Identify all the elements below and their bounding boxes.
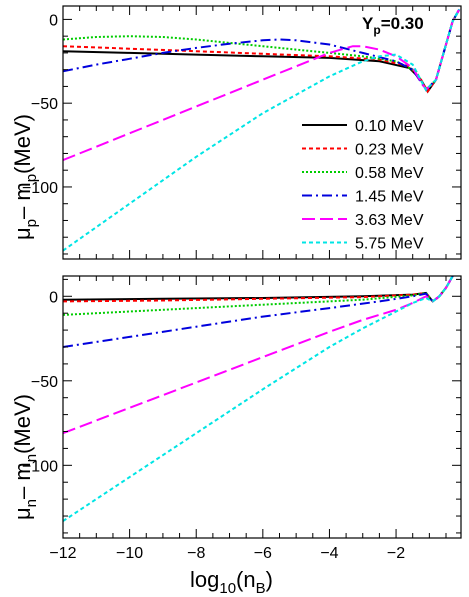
x-tick-label: −10 [116, 545, 143, 562]
top-panel-series [63, 8, 461, 252]
y-tick-label: −100 [22, 180, 58, 197]
composition-annotation: Yp=0.30 [362, 14, 424, 37]
top-panel-ticks: 0 −50 −100 [22, 6, 461, 259]
bottom-panel-series [63, 276, 454, 522]
legend-label: 0.10 MeV [355, 118, 424, 135]
y-tick-label: −50 [31, 96, 58, 113]
legend-label: 3.63 MeV [355, 212, 424, 229]
x-tick-label: −6 [254, 545, 272, 562]
y-tick-label: −100 [22, 458, 58, 475]
x-tick-label: −2 [387, 545, 405, 562]
x-axis-label: log10(nB) [190, 567, 273, 597]
top-panel-frame [62, 5, 462, 260]
y-tick-label: 0 [49, 12, 58, 29]
bottom-panel-frame [62, 275, 462, 539]
x-tick-label: −12 [49, 545, 76, 562]
x-tick-label: −4 [320, 545, 338, 562]
y-tick-label: −50 [31, 374, 58, 391]
bottom-panel-y-label: μn– mn(MeV) [10, 394, 40, 520]
temperature-legend: 0.10 MeV 0.23 MeV 0.58 MeV 1.45 MeV 3.63 MeV… [302, 118, 424, 253]
series-line-0-10-mev [63, 276, 454, 303]
legend-label: 5.75 MeV [355, 236, 424, 253]
legend-label: 1.45 MeV [355, 189, 424, 206]
bottom-panel-neutron: −12 −10 −8 −6 −4 −2 0 −50 −100 μn– mn(MeV) log10… [10, 275, 462, 597]
y-tick-label: 0 [49, 289, 58, 306]
x-tick-label: −8 [187, 545, 205, 562]
legend-label: 0.58 MeV [355, 165, 424, 182]
top-panel-y-label: μp– mp(MeV) [10, 114, 40, 240]
series-line-5-75-mev [63, 276, 454, 522]
top-panel-proton: 0 −50 −100 Yp=0.30 0.10 MeV 0.23 MeV 0.58 Me… [10, 5, 462, 260]
series-line-5-75-mev [63, 8, 461, 252]
bottom-panel-ticks: −12 −10 −8 −6 −4 −2 0 −50 −100 [22, 276, 461, 562]
legend-label: 0.23 MeV [355, 142, 424, 159]
